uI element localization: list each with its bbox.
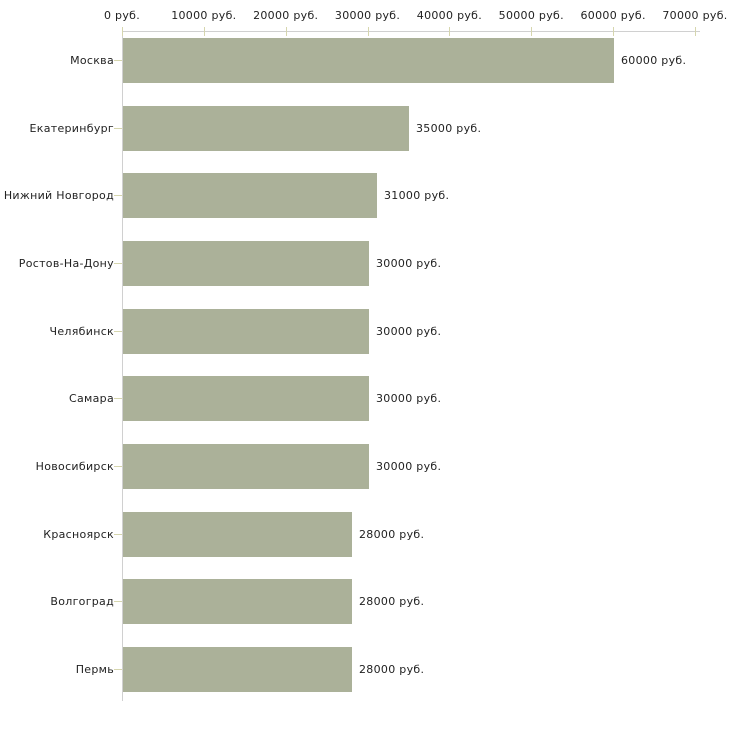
value-label: 60000 руб. (621, 54, 687, 67)
bar (123, 38, 614, 83)
y-axis-tick (114, 669, 122, 671)
bar (123, 308, 369, 354)
x-axis-tick (285, 27, 287, 36)
category-label: Ростов-На-Дону (18, 257, 114, 270)
bar (123, 444, 369, 490)
y-axis-tick (114, 601, 122, 603)
x-axis-tick-label: 60000 руб. (580, 9, 646, 22)
x-axis-tick-label: 0 руб. (103, 9, 141, 22)
bar (123, 511, 352, 557)
x-axis-tick (694, 27, 696, 36)
x-axis-tick-label: 70000 руб. (662, 9, 728, 22)
x-axis-tick-label: 20000 руб. (253, 9, 319, 22)
category-label: Екатеринбург (29, 121, 114, 135)
y-axis-tick (114, 60, 122, 61)
x-axis-tick-label: 40000 руб. (416, 9, 483, 22)
category-label: Москва (70, 54, 114, 67)
value-label: 30000 руб. (376, 324, 442, 338)
x-axis-tick (531, 27, 533, 36)
category-label: Нижний Новгород (3, 189, 114, 203)
bar (123, 105, 409, 151)
x-axis-tick (203, 27, 205, 36)
bar (123, 647, 352, 693)
bar (123, 579, 352, 625)
x-axis-tick (613, 27, 615, 36)
value-label: 30000 руб. (376, 460, 442, 474)
x-axis-tick-label: 50000 руб. (498, 9, 564, 22)
bar (123, 241, 369, 286)
y-axis-tick (114, 263, 122, 264)
category-label: Челябинск (49, 324, 114, 338)
x-axis-tick (367, 27, 369, 36)
y-axis-tick (114, 195, 122, 197)
bar (123, 376, 369, 422)
value-label: 31000 руб. (384, 189, 450, 203)
value-label: 30000 руб. (376, 257, 442, 270)
x-axis-tick (122, 27, 123, 36)
value-label: 28000 руб. (359, 595, 425, 609)
y-axis-tick (114, 398, 122, 400)
y-axis-tick (114, 127, 122, 129)
y-axis-tick (114, 330, 122, 332)
category-label: Пермь (75, 663, 114, 677)
y-axis-line (122, 31, 123, 701)
x-axis-tick-label: 10000 руб. (171, 9, 237, 22)
category-label: Самара (69, 392, 114, 406)
y-axis-tick (114, 533, 122, 535)
value-label: 28000 руб. (359, 527, 425, 541)
x-axis-tick-label: 30000 руб. (334, 9, 401, 22)
value-label: 28000 руб. (359, 663, 425, 677)
category-label: Красноярск (43, 527, 114, 541)
x-axis-tick (449, 27, 451, 36)
y-axis-tick (114, 466, 122, 468)
value-label: 35000 руб. (416, 121, 482, 135)
bar (123, 173, 377, 219)
x-axis-line (122, 31, 700, 32)
category-label: Новосибирск (35, 460, 114, 474)
value-label: 30000 руб. (376, 392, 442, 406)
category-label: Волгоград (50, 595, 114, 609)
